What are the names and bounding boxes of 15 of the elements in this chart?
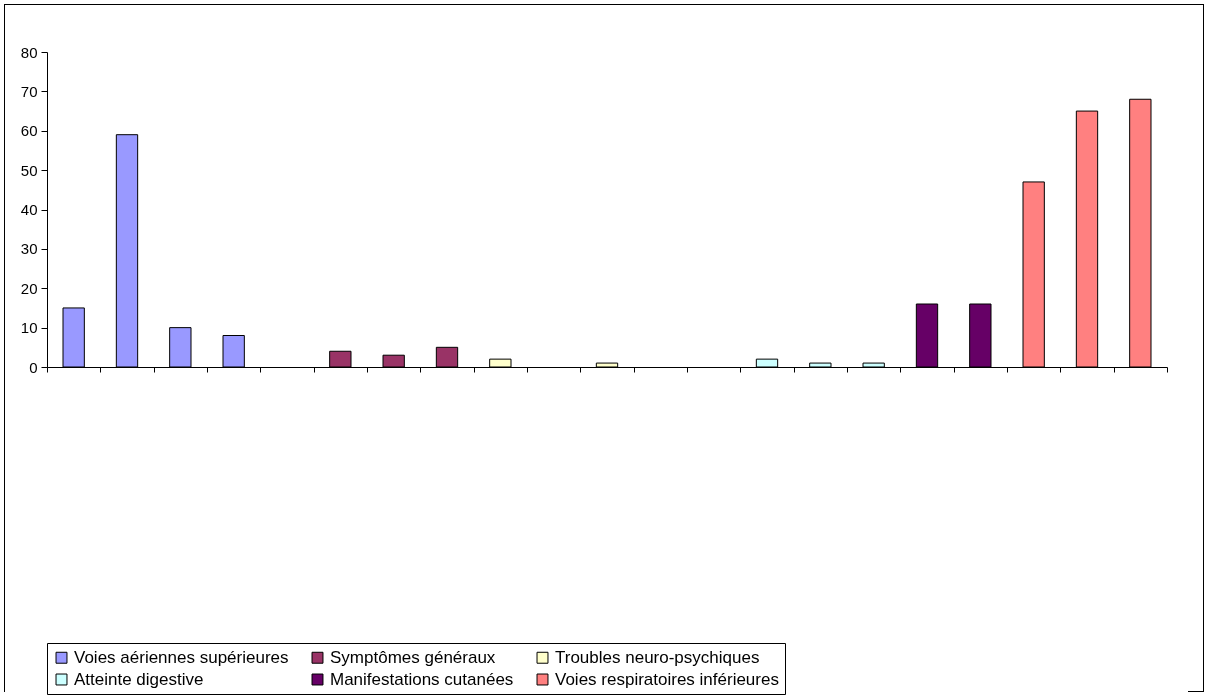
legend-label: Symptômes généraux (330, 647, 496, 667)
y-tick-label: 30 (20, 240, 38, 258)
y-tick-label: 40 (20, 201, 38, 218)
y-tick-label: 60 (20, 122, 38, 140)
legend-label: Voies respiratoires inférieures (555, 669, 779, 689)
legend-label: Voies aériennes supérieures (74, 647, 289, 667)
y-tick-label: 80 (20, 43, 38, 61)
y-tick-label: 70 (20, 82, 38, 100)
legend-label: Atteinte digestive (74, 669, 204, 689)
y-tick-label: 20 (20, 279, 38, 297)
legend-label: Manifestations cutanées (330, 669, 514, 689)
y-tick-label: 50 (20, 161, 38, 179)
y-tick-label: 10 (20, 319, 38, 337)
y-tick-label: 0 (29, 358, 38, 376)
legend-label: Troubles neuro-psychiques (555, 647, 760, 667)
